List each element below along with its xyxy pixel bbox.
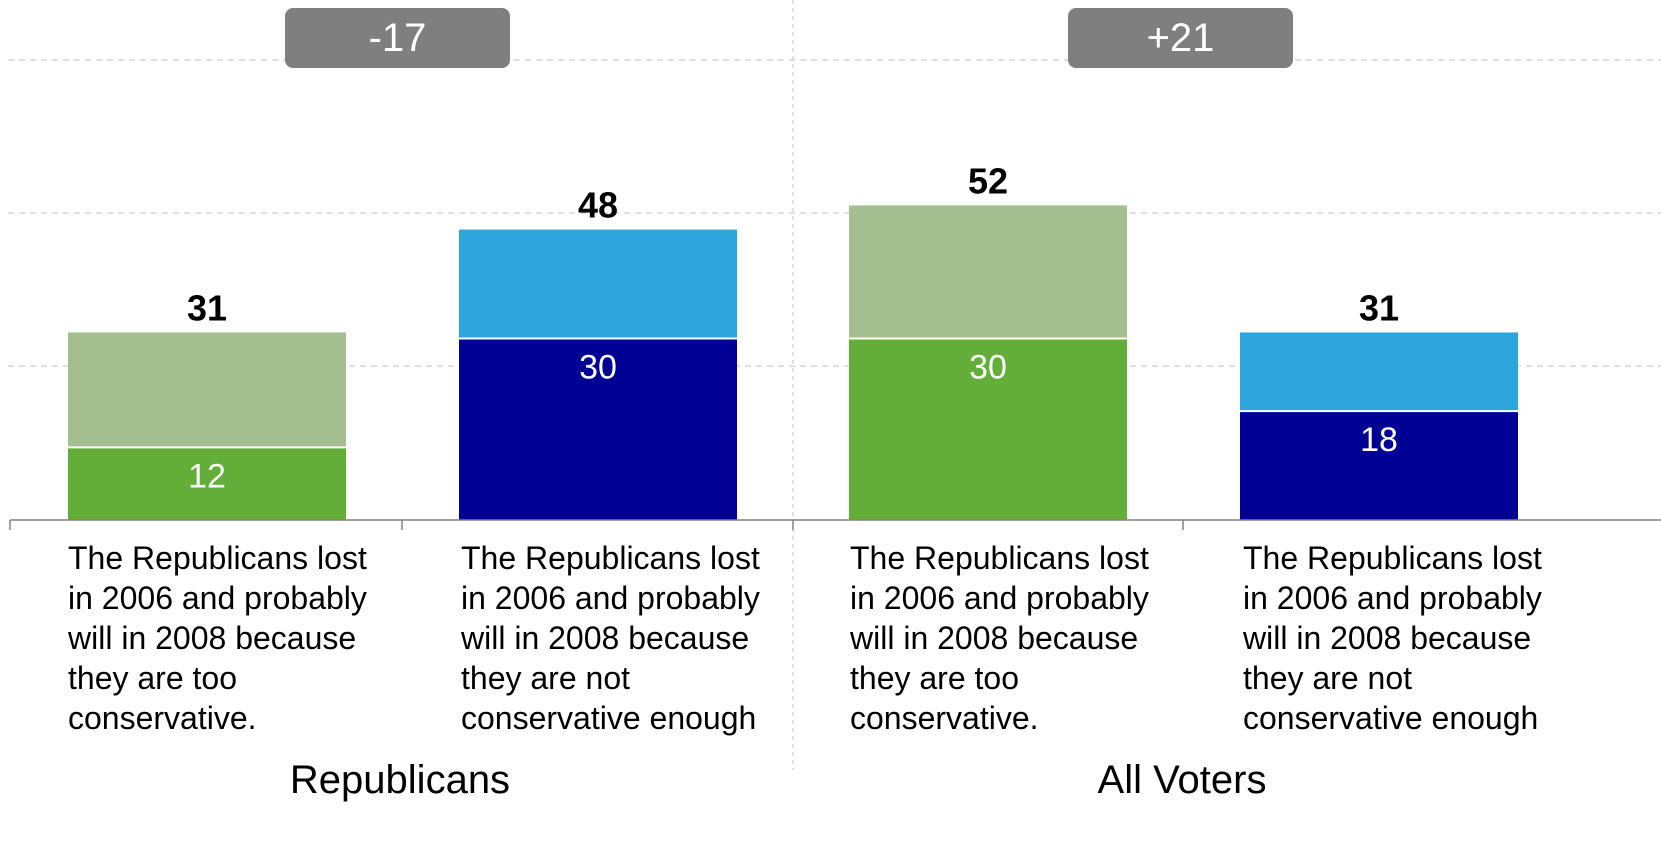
bar-segment-top [459, 229, 737, 339]
data-label-total: 48 [578, 185, 618, 226]
group-label-all-voters: All Voters [1097, 758, 1267, 802]
bar-segment-bottom [849, 338, 1127, 520]
data-label-bottom: 18 [1360, 421, 1398, 459]
bar-segment-top [849, 205, 1127, 339]
bar-segment-top [68, 332, 346, 448]
data-label-total: 52 [968, 160, 1008, 201]
bar-segment-top [1240, 332, 1518, 412]
difference-badge-all-voters: +21 [1068, 8, 1293, 68]
bars: 12 31 30 48 30 52 18 31 [68, 160, 1518, 520]
x-axis [9, 519, 1661, 530]
category-label-too-conservative-all-voters: The Republicans lost in 2006 and probabl… [850, 540, 1149, 736]
difference-badge-republicans: -17 [285, 8, 510, 68]
data-label-bottom: 30 [969, 349, 1007, 387]
category-label-not-conservative-enough-republicans: The Republicans lost in 2006 and probabl… [461, 540, 760, 736]
bar-segment-bottom [1240, 411, 1518, 520]
category-label-too-conservative-republicans: The Republicans lost in 2006 and probabl… [68, 540, 367, 736]
category-label-not-conservative-enough-all-voters: The Republicans lost in 2006 and probabl… [1243, 540, 1542, 736]
group-label-republicans: Republicans [289, 758, 511, 802]
data-label-total: 31 [187, 287, 227, 328]
bar-segment-bottom [459, 338, 737, 520]
data-label-bottom: 30 [579, 349, 617, 387]
data-label-total: 31 [1359, 287, 1399, 328]
bar-segment-bottom [68, 447, 346, 520]
data-label-bottom: 12 [188, 457, 226, 495]
